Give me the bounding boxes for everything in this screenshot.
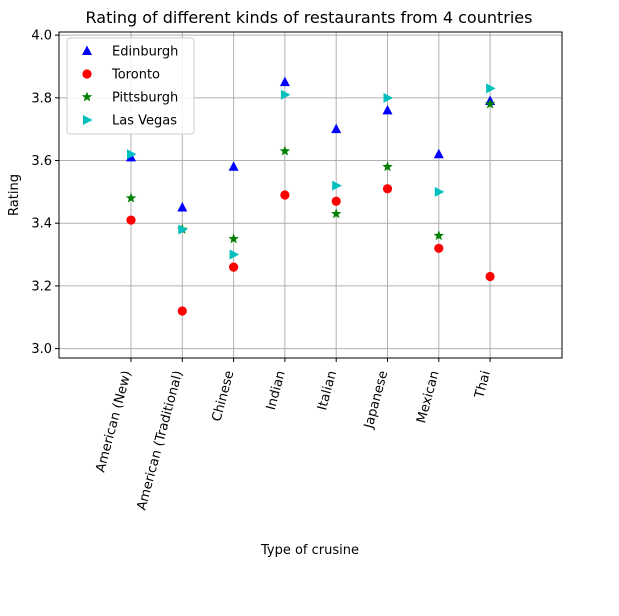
grid bbox=[59, 32, 562, 358]
data-point bbox=[331, 196, 341, 206]
data-point bbox=[331, 123, 342, 134]
data-point bbox=[486, 83, 496, 94]
data-point bbox=[280, 89, 291, 100]
data-point bbox=[228, 161, 239, 171]
data-point bbox=[332, 180, 342, 191]
y-tick-label: 3.0 bbox=[31, 342, 52, 357]
data-point bbox=[280, 190, 290, 200]
x-tick-label: Italian bbox=[315, 369, 340, 412]
data-point bbox=[229, 262, 239, 272]
data-point bbox=[279, 145, 291, 156]
data-point bbox=[178, 224, 188, 235]
y-axis-label: Rating bbox=[7, 174, 22, 216]
x-tick-label: Mexican bbox=[414, 369, 442, 425]
legend-box bbox=[66, 37, 195, 135]
data-point bbox=[177, 202, 188, 212]
legend-label: Pittsburgh bbox=[112, 91, 178, 106]
data-point bbox=[433, 230, 445, 241]
data-point bbox=[229, 249, 240, 260]
legend-marker bbox=[82, 45, 92, 55]
y-tick-label: 3.2 bbox=[31, 279, 52, 294]
data-point bbox=[228, 233, 239, 244]
data-point bbox=[382, 161, 393, 172]
data-point bbox=[434, 186, 445, 197]
series-toronto bbox=[126, 184, 495, 316]
x-tick-label: Japanese bbox=[361, 369, 391, 431]
data-point bbox=[330, 208, 342, 219]
data-point bbox=[382, 104, 393, 115]
x-axis-label: Type of crusine bbox=[260, 543, 359, 558]
legend-label: Las Vegas bbox=[112, 114, 177, 129]
data-point bbox=[127, 149, 137, 160]
legend-label: Toronto bbox=[111, 68, 160, 83]
plot-frame bbox=[58, 31, 563, 359]
x-tick-label: American (New) bbox=[93, 369, 135, 474]
y-tick-label: 3.6 bbox=[31, 154, 52, 169]
legend: Edinburgh Toronto Pittsburgh Las Vegas bbox=[66, 37, 195, 135]
data-point bbox=[126, 215, 136, 225]
data-point bbox=[279, 76, 290, 87]
x-tick-label: Chinese bbox=[210, 369, 238, 423]
data-points bbox=[125, 76, 496, 316]
data-point bbox=[382, 184, 393, 194]
data-point bbox=[177, 306, 187, 316]
legend-marker bbox=[83, 115, 93, 125]
data-point bbox=[485, 271, 495, 282]
x-tick-label: Indian bbox=[264, 369, 289, 412]
y-tick-label: 4.0 bbox=[31, 29, 52, 44]
legend-marker bbox=[82, 69, 92, 79]
series-las-vegas bbox=[127, 83, 496, 260]
data-point bbox=[125, 192, 137, 203]
data-point bbox=[434, 243, 444, 253]
data-point bbox=[484, 98, 496, 109]
y-tick-label: 3.4 bbox=[31, 217, 52, 232]
y-tick-label: 3.8 bbox=[31, 91, 52, 106]
x-tick-label: Thai bbox=[472, 369, 494, 401]
data-point bbox=[383, 92, 393, 103]
chart-title: Rating of different kinds of restaurants… bbox=[86, 8, 533, 27]
legend-marker bbox=[81, 91, 93, 102]
data-point bbox=[433, 148, 444, 159]
legend-label: Edinburgh bbox=[112, 45, 178, 60]
x-tick-label: American (Traditional) bbox=[134, 369, 186, 512]
